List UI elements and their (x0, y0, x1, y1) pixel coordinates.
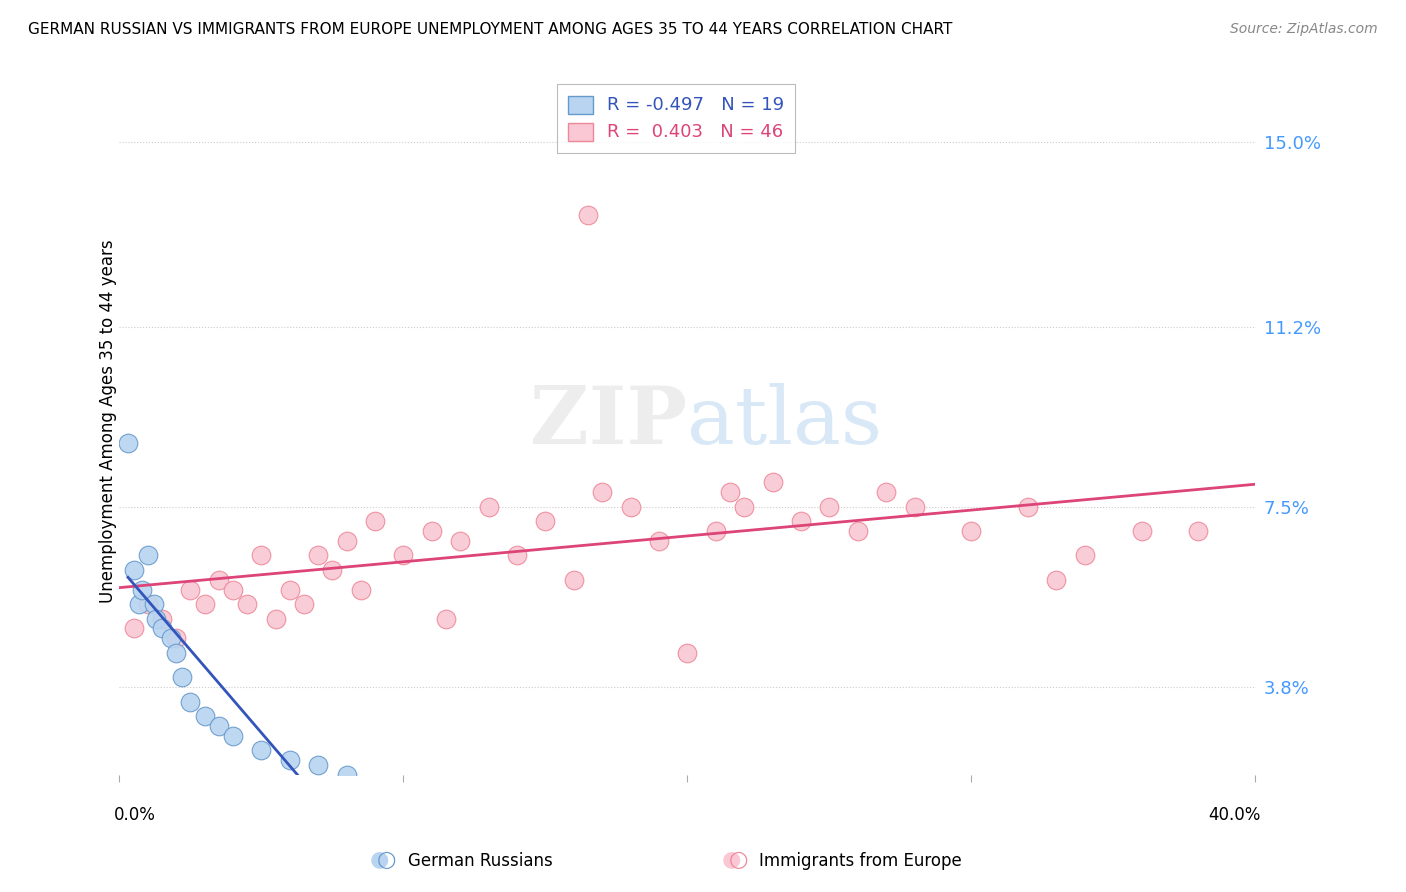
Point (960, 524, 983, 538)
Text: 0.0%: 0.0% (114, 806, 156, 824)
Text: 40.0%: 40.0% (1209, 806, 1261, 824)
Text: German Russians: German Russians (408, 852, 553, 870)
Point (159, 632, 181, 646)
Point (208, 719, 231, 733)
Point (350, 582, 373, 597)
Point (278, 753, 301, 767)
Point (250, 743, 273, 757)
Point (165, 646, 187, 660)
Text: ●: ● (721, 850, 741, 870)
Text: ZIP: ZIP (530, 383, 688, 460)
Point (790, 514, 813, 528)
Point (150, 622, 173, 636)
Point (1187, 524, 1209, 538)
Point (117, 436, 139, 450)
Point (364, 514, 387, 528)
Point (194, 597, 217, 611)
Point (591, 485, 613, 500)
Point (1130, 524, 1153, 538)
Point (307, 757, 329, 772)
Point (122, 622, 145, 636)
Point (136, 597, 159, 611)
Point (534, 514, 557, 528)
Point (321, 563, 343, 577)
Point (122, 563, 145, 577)
Point (150, 612, 173, 626)
Point (292, 597, 315, 611)
Point (131, 582, 153, 597)
Point (208, 573, 231, 587)
Text: Immigrants from Europe: Immigrants from Europe (759, 852, 962, 870)
Point (676, 646, 699, 660)
Point (250, 549, 273, 563)
Point (194, 709, 217, 723)
Point (307, 549, 329, 563)
Point (704, 524, 727, 538)
Text: Source: ZipAtlas.com: Source: ZipAtlas.com (1230, 22, 1378, 37)
Point (1017, 500, 1039, 514)
Point (145, 612, 167, 626)
Point (336, 767, 359, 781)
Point (420, 524, 443, 538)
Point (142, 597, 165, 611)
Point (278, 582, 301, 597)
Point (222, 582, 245, 597)
Point (136, 549, 159, 563)
Point (165, 632, 187, 646)
Point (846, 524, 869, 538)
Point (336, 533, 359, 548)
Legend: R = -0.497   N = 19, R =  0.403   N = 46: R = -0.497 N = 19, R = 0.403 N = 46 (557, 84, 796, 153)
Point (903, 500, 925, 514)
Point (562, 573, 585, 587)
Point (761, 475, 783, 490)
Point (222, 729, 245, 743)
Point (733, 500, 755, 514)
Point (236, 597, 259, 611)
Point (179, 694, 201, 708)
Point (179, 582, 201, 597)
Point (818, 500, 841, 514)
Point (264, 612, 287, 626)
Text: GERMAN RUSSIAN VS IMMIGRANTS FROM EUROPE UNEMPLOYMENT AMONG AGES 35 TO 44 YEARS : GERMAN RUSSIAN VS IMMIGRANTS FROM EUROPE… (28, 22, 952, 37)
Point (648, 533, 671, 548)
Point (576, 208, 599, 222)
Y-axis label: Unemployment Among Ages 35 to 44 years: Unemployment Among Ages 35 to 44 years (100, 240, 117, 603)
Point (170, 670, 193, 684)
Text: ○: ○ (377, 850, 396, 870)
Point (434, 612, 457, 626)
Text: ○: ○ (728, 850, 748, 870)
Point (392, 549, 415, 563)
Point (875, 485, 897, 500)
Point (478, 500, 501, 514)
Point (1074, 549, 1097, 563)
Point (619, 500, 641, 514)
Point (718, 485, 741, 500)
Point (506, 549, 529, 563)
Point (449, 533, 471, 548)
Text: atlas: atlas (688, 383, 883, 460)
Point (128, 597, 150, 611)
Point (1045, 573, 1067, 587)
Text: ●: ● (370, 850, 389, 870)
